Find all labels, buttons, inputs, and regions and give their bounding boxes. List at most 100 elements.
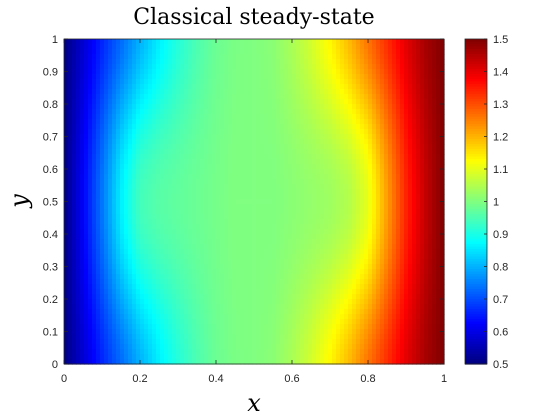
heatmap-cell: [432, 134, 437, 140]
heatmap-cell: [364, 149, 369, 155]
heatmap-cell: [408, 39, 413, 45]
heatmap-cell: [172, 134, 177, 140]
heatmap-cell: [336, 104, 341, 110]
heatmap-cell: [320, 219, 325, 225]
heatmap-cell: [64, 239, 69, 245]
heatmap-cell: [264, 69, 269, 75]
heatmap-cell: [392, 59, 397, 65]
heatmap-cell: [304, 264, 309, 270]
heatmap-cell: [92, 284, 97, 290]
heatmap-cell: [316, 119, 321, 125]
heatmap-cell: [308, 44, 313, 50]
heatmap-cell: [292, 214, 297, 220]
heatmap-cell: [164, 149, 169, 155]
heatmap-cell: [436, 74, 441, 80]
heatmap-cell: [348, 154, 353, 160]
heatmap-cell: [256, 74, 261, 80]
heatmap-cell: [76, 224, 81, 230]
heatmap-cell: [332, 79, 337, 85]
heatmap-cell: [204, 159, 209, 165]
heatmap-cell: [148, 214, 153, 220]
heatmap-cell: [308, 184, 313, 190]
heatmap-cell: [116, 289, 121, 295]
heatmap-cell: [192, 39, 197, 45]
heatmap-cell: [184, 69, 189, 75]
heatmap-cell: [288, 189, 293, 195]
heatmap-cell: [132, 219, 137, 225]
heatmap-cell: [164, 154, 169, 160]
heatmap-cell: [372, 144, 377, 150]
heatmap-cell: [192, 249, 197, 255]
heatmap-cell: [196, 224, 201, 230]
heatmap-cell: [272, 244, 277, 250]
heatmap-cell: [352, 154, 357, 160]
heatmap-cell: [144, 129, 149, 135]
heatmap-cell: [320, 89, 325, 95]
heatmap-cell: [252, 104, 257, 110]
heatmap-cell: [328, 219, 333, 225]
heatmap-cell: [244, 134, 249, 140]
heatmap-cell: [192, 184, 197, 190]
heatmap-cell: [440, 254, 445, 260]
heatmap-cell: [300, 39, 305, 45]
heatmap-cell: [292, 159, 297, 165]
heatmap-cell: [436, 194, 441, 200]
heatmap-cell: [300, 209, 305, 215]
heatmap-cell: [120, 124, 125, 130]
heatmap-cell: [356, 219, 361, 225]
heatmap-cell: [96, 154, 101, 160]
heatmap-cell: [360, 79, 365, 85]
heatmap-cell: [88, 164, 93, 170]
heatmap-cell: [284, 114, 289, 120]
heatmap-cell: [296, 234, 301, 240]
heatmap-cell: [232, 289, 237, 295]
heatmap-cell: [264, 64, 269, 70]
heatmap-cell: [64, 84, 69, 90]
heatmap-cell: [380, 69, 385, 75]
heatmap-cell: [224, 104, 229, 110]
heatmap-cell: [200, 284, 205, 290]
heatmap-cell: [436, 294, 441, 300]
heatmap-cell: [124, 209, 129, 215]
heatmap-cell: [360, 54, 365, 60]
heatmap-cell: [144, 74, 149, 80]
heatmap-cell: [304, 59, 309, 65]
heatmap-cell: [232, 264, 237, 270]
heatmap-cell: [196, 244, 201, 250]
heatmap-cell: [68, 259, 73, 265]
heatmap-cell: [132, 49, 137, 55]
heatmap-cell: [96, 144, 101, 150]
heatmap-cell: [428, 244, 433, 250]
heatmap-cell: [76, 159, 81, 165]
heatmap-cell: [224, 284, 229, 290]
heatmap-cell: [72, 214, 77, 220]
heatmap-cell: [328, 129, 333, 135]
heatmap-cell: [240, 174, 245, 180]
heatmap-cell: [372, 229, 377, 235]
heatmap-cell: [424, 124, 429, 130]
heatmap-cell: [296, 289, 301, 295]
heatmap-cell: [352, 214, 357, 220]
heatmap-cell: [232, 214, 237, 220]
heatmap-cell: [204, 194, 209, 200]
heatmap-cell: [312, 284, 317, 290]
heatmap-cell: [92, 249, 97, 255]
heatmap-cell: [380, 289, 385, 295]
heatmap-cell: [360, 89, 365, 95]
heatmap-cell: [172, 219, 177, 225]
heatmap-cell: [108, 209, 113, 215]
heatmap-cell: [248, 299, 253, 305]
heatmap-cell: [164, 54, 169, 60]
heatmap-cell: [284, 234, 289, 240]
heatmap-cell: [312, 199, 317, 205]
heatmap-cell: [424, 284, 429, 290]
heatmap-cell: [316, 69, 321, 75]
heatmap-cell: [188, 129, 193, 135]
heatmap-cell: [208, 44, 213, 50]
heatmap-cell: [264, 164, 269, 170]
heatmap-cell: [348, 94, 353, 100]
heatmap-cell: [248, 274, 253, 280]
heatmap-cell: [76, 109, 81, 115]
heatmap-cell: [172, 189, 177, 195]
heatmap-cell: [380, 129, 385, 135]
